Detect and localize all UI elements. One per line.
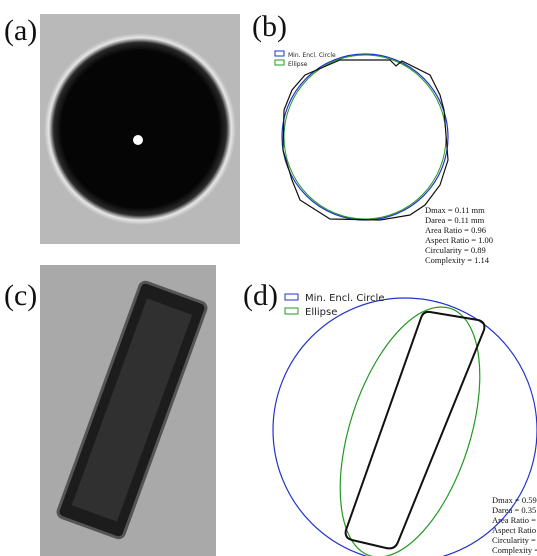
metric: Aspect Ratio = 1.00 [425,235,493,245]
panel-a: (a) [4,14,240,244]
legend-entry: Ellipse [288,61,308,68]
page: {"panels": [ {"label": "(a)"}, {"label":… [0,0,537,556]
particle-outline [346,312,485,549]
ellipse-fit [284,55,446,219]
panel-b: (b) Min. Encl. Circle Ellipse Dmax = 0.1… [252,10,493,265]
highlight [133,135,143,145]
metric: Darea = 0.35 mm [492,505,537,515]
panel-d: (d) Min. Encl. Circle Ellipse Dmax = 0.5… [243,279,537,556]
metric: Area Ratio = 0.96 [425,225,486,235]
metric: Dmax = 0.11 mm [425,205,485,215]
enclosing-circle [282,54,448,220]
metric: Aspect Ratio = 0.47 [492,525,537,535]
panel-label: (d) [243,279,278,312]
legend-swatch [275,51,284,56]
metric: Dmax = 0.59 mm [492,495,537,505]
legend-entry: Min. Encl. Circle [305,293,384,304]
ellipse-fit [313,290,507,556]
panel-label: (c) [4,279,37,312]
figure: (a) (b) Min. Encl. Circle Ellipse Dmax =… [0,0,537,556]
legend-swatch [275,60,284,65]
metric: Complexity = 1.14 [425,255,490,265]
metric: Area Ratio = 0.34 [492,515,537,525]
panel-c: (c) [4,265,216,556]
legend-entry: Ellipse [305,307,337,318]
panel-label: (b) [252,10,287,43]
panel-label: (a) [4,14,37,47]
legend-swatch [285,308,298,314]
metric: Circularity = 0.41 [492,535,537,545]
metric: Darea = 0.11 mm [425,215,485,225]
metric: Complexity = 1.63 [492,545,537,555]
legend-swatch [285,294,298,300]
droplet [44,33,236,225]
legend-entry: Min. Encl. Circle [288,52,336,59]
metric: Circularity = 0.89 [425,245,486,255]
